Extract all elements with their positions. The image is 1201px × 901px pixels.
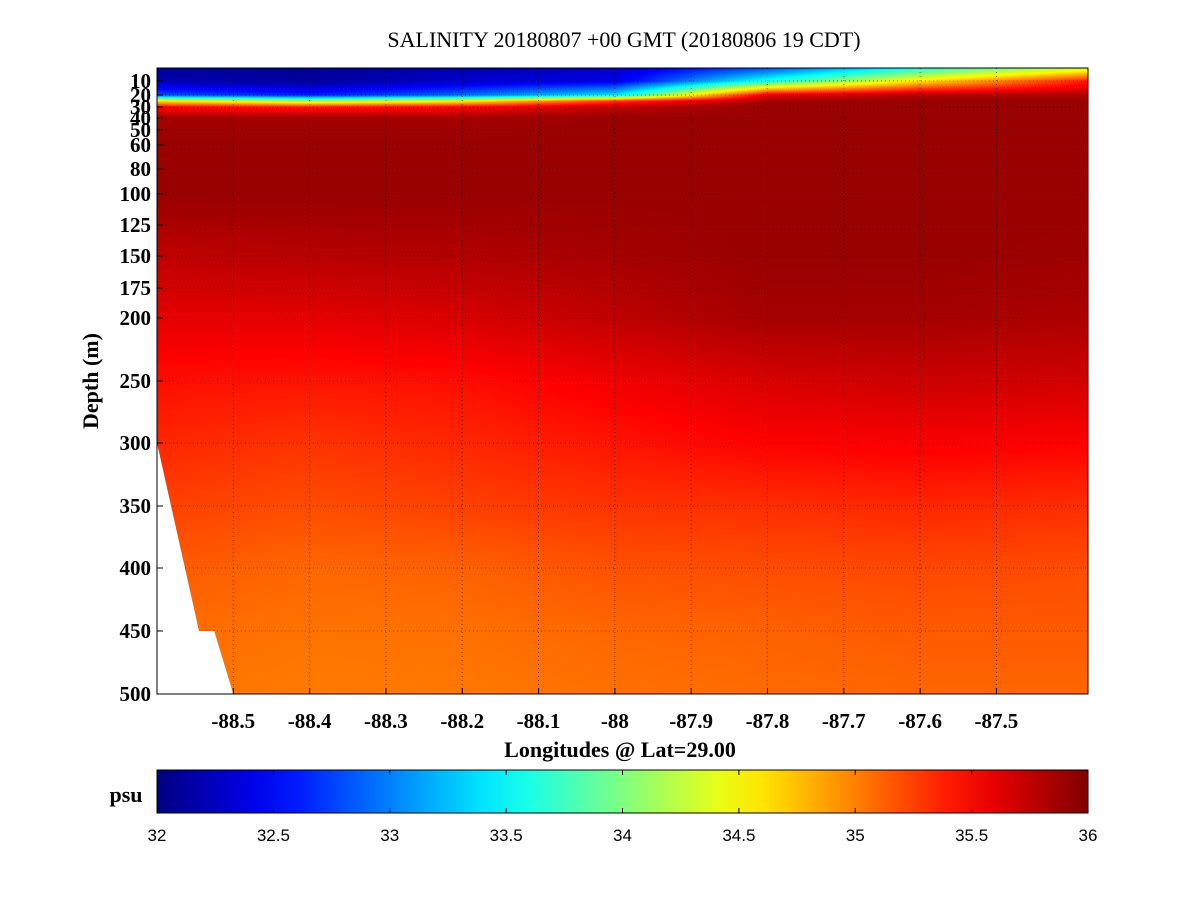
grid-lines	[157, 68, 1088, 695]
x-tick-label: -87.6	[898, 709, 942, 733]
y-tick-label: 150	[120, 244, 152, 268]
no-data-mask	[157, 443, 234, 694]
x-tick-label: -87.7	[822, 709, 866, 733]
x-tick-label: -87.5	[975, 709, 1019, 733]
y-tick-label: 175	[120, 276, 152, 300]
y-tick-label: 300	[120, 431, 152, 455]
colorbar-tick-label: 34	[613, 826, 632, 845]
colorbar-tick-label: 33	[380, 826, 399, 845]
x-axis-ticks: -88.5 -88.4 -88.3 -88.2 -88.1 -88 -87.9 -87.8 -8…	[211, 688, 1018, 733]
colorbar-tick-label: 35	[846, 826, 865, 845]
colorbar-tick-label: 33.5	[490, 826, 523, 845]
x-tick-label: -87.9	[669, 709, 713, 733]
x-tick-label: -88.5	[211, 709, 255, 733]
colorbar-tick-label: 32	[148, 826, 167, 845]
colorbar-label: psu	[109, 782, 142, 807]
chart-title: SALINITY 20180807 +00 GMT (20180806 19 C…	[387, 27, 860, 52]
y-tick-label: 60	[130, 133, 151, 157]
y-tick-label: 400	[120, 556, 152, 580]
x-axis-label: Longitudes @ Lat=29.00	[504, 737, 736, 762]
colorbar-tick-label: 34.5	[722, 826, 755, 845]
y-tick-label: 80	[130, 157, 151, 181]
y-tick-label: 250	[120, 369, 152, 393]
x-tick-label: -88.3	[364, 709, 408, 733]
y-tick-label: 100	[120, 182, 152, 206]
y-tick-label: 200	[120, 306, 152, 330]
y-tick-label: 40	[130, 106, 151, 130]
y-tick-label: 450	[120, 619, 152, 643]
x-tick-label: -87.8	[746, 709, 790, 733]
y-tick-label: 50	[130, 118, 151, 142]
heatmap-plot-area	[157, 68, 1088, 694]
colorbar-ticks: 32 32.5 33 33.5 34 34.5 35 35.5 36	[148, 770, 1098, 845]
y-tick-label: 125	[120, 213, 152, 237]
x-tick-label: -88.4	[288, 709, 332, 733]
x-tick-label: -88.1	[517, 709, 561, 733]
y-tick-label: 30	[130, 95, 151, 119]
y-axis-label: Depth (m)	[78, 333, 103, 429]
x-tick-label: -88.2	[440, 709, 484, 733]
y-tick-label: 500	[120, 682, 152, 706]
y-tick-label: 10	[130, 69, 151, 93]
salinity-heatmap	[157, 68, 1088, 694]
colorbar-tick-label: 35.5	[955, 826, 988, 845]
x-tick-label: -88	[601, 709, 629, 733]
colorbar-tick-label: 32.5	[257, 826, 290, 845]
colorbar	[156, 769, 1089, 814]
y-tick-label: 20	[130, 83, 151, 107]
y-tick-label: 350	[120, 494, 152, 518]
colorbar-tick-label: 36	[1079, 826, 1098, 845]
